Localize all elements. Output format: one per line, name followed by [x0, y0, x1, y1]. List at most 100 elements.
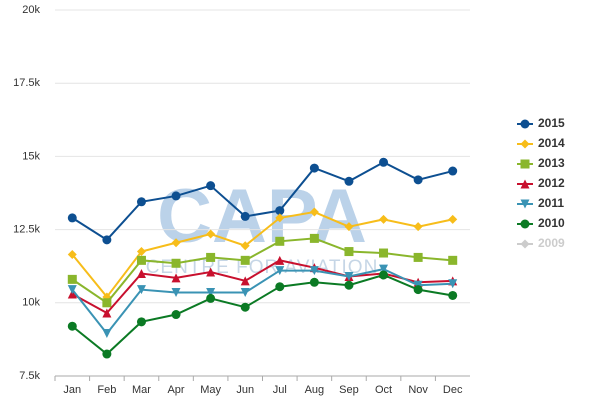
marker — [240, 288, 250, 298]
y-tick-label: 12.5k — [13, 224, 40, 236]
marker — [520, 159, 530, 169]
series-line — [71, 210, 453, 299]
marker — [102, 235, 112, 245]
marker — [309, 233, 319, 243]
marker — [102, 298, 112, 308]
marker — [206, 181, 216, 191]
marker — [206, 229, 216, 239]
marker — [240, 302, 250, 312]
x-tick-label: Oct — [375, 384, 392, 396]
marker — [448, 255, 458, 265]
marker — [448, 166, 458, 176]
x-tick-label: Feb — [97, 384, 116, 396]
marker — [275, 236, 285, 246]
marker — [275, 213, 285, 223]
marker — [344, 247, 354, 257]
x-tick-label: Jul — [273, 384, 287, 396]
marker — [520, 199, 530, 209]
y-tick-label: 7.5k — [19, 370, 40, 382]
marker — [136, 255, 146, 265]
marker — [67, 321, 77, 331]
marker — [309, 207, 319, 217]
marker — [240, 276, 250, 286]
marker — [102, 329, 112, 339]
marker — [206, 293, 216, 303]
marker — [67, 249, 77, 259]
marker — [67, 274, 77, 284]
x-tick-label: Dec — [443, 384, 463, 396]
x-tick-label: Mar — [132, 384, 151, 396]
marker — [309, 163, 319, 173]
y-tick-label: 10k — [22, 297, 40, 309]
marker — [379, 264, 389, 274]
legend-label: 2011 — [538, 196, 564, 210]
marker — [206, 252, 216, 262]
marker — [136, 197, 146, 207]
legend-label: 2015 — [538, 116, 565, 130]
legend-label: 2010 — [538, 216, 565, 230]
marker — [102, 349, 112, 359]
marker — [309, 277, 319, 287]
marker — [206, 288, 216, 298]
marker — [379, 248, 389, 258]
marker — [448, 214, 458, 224]
marker — [102, 308, 112, 318]
marker — [413, 175, 423, 185]
x-tick-label: Jan — [63, 384, 81, 396]
marker — [171, 288, 181, 298]
marker — [275, 282, 285, 292]
marker — [275, 206, 285, 216]
marker — [136, 285, 146, 295]
marker — [413, 222, 423, 232]
marker — [309, 266, 319, 276]
marker — [344, 280, 354, 290]
marker — [520, 139, 530, 149]
series-line — [71, 268, 453, 336]
marker — [240, 211, 250, 221]
marker — [67, 285, 77, 295]
y-tick-label: 17.5k — [13, 77, 40, 89]
marker — [520, 119, 530, 129]
marker — [379, 270, 389, 280]
marker — [240, 241, 250, 251]
marker — [240, 255, 250, 265]
legend-label: 2012 — [538, 176, 565, 190]
series-line — [71, 237, 453, 305]
marker — [413, 252, 423, 262]
marker — [520, 239, 530, 249]
series-line — [71, 273, 453, 356]
marker — [67, 213, 77, 223]
marker — [171, 258, 181, 268]
y-tick-label: 20k — [22, 4, 40, 16]
x-tick-label: May — [200, 384, 221, 396]
marker — [136, 269, 146, 279]
marker — [413, 285, 423, 295]
marker — [206, 267, 216, 277]
x-tick-label: Jun — [236, 384, 254, 396]
marker — [136, 317, 146, 327]
marker — [379, 157, 389, 167]
marker — [520, 219, 530, 229]
marker — [171, 191, 181, 201]
marker — [171, 238, 181, 248]
marker — [344, 176, 354, 186]
x-tick-label: Sep — [339, 384, 359, 396]
marker — [275, 255, 285, 265]
x-tick-label: Aug — [305, 384, 325, 396]
marker — [448, 290, 458, 300]
x-tick-label: Nov — [408, 384, 428, 396]
marker — [379, 214, 389, 224]
legend-label: 2014 — [538, 136, 565, 150]
marker — [344, 222, 354, 232]
y-tick-label: 15k — [22, 150, 40, 162]
series-line — [71, 259, 453, 315]
legend-label: 2013 — [538, 156, 565, 170]
marker — [275, 266, 285, 276]
marker — [520, 179, 530, 189]
marker — [344, 271, 354, 281]
marker — [171, 310, 181, 320]
x-tick-label: Apr — [167, 384, 184, 396]
marker — [136, 247, 146, 257]
legend-label: 2009 — [538, 236, 565, 250]
